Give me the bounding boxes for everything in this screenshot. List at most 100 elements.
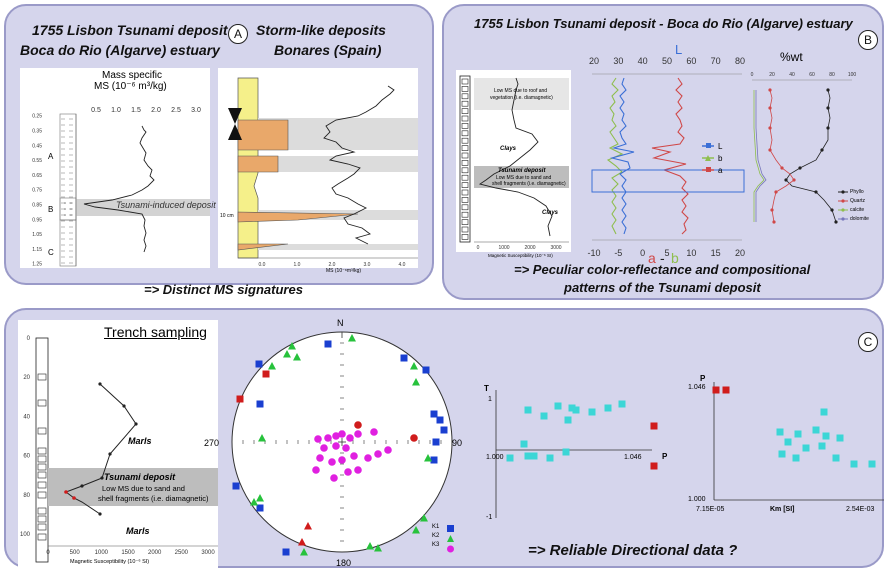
k2-point — [293, 353, 301, 361]
trench-depth-tick: 100 — [20, 532, 31, 538]
wt-tick-label: 40 — [789, 72, 795, 78]
k1-point — [430, 456, 438, 464]
k2-point-red — [304, 522, 312, 530]
stereonet-south: 180 — [336, 558, 352, 568]
sample-marker — [461, 137, 469, 144]
panel-a-badge: A — [228, 24, 248, 44]
roof-band — [474, 78, 569, 110]
trench-ms-tick: 2000 — [148, 550, 162, 556]
panel-c: C Trench sampling 0 20 40 60 80 100 0 500 1000 1… — [4, 308, 884, 568]
trench-sample-marker — [37, 523, 47, 531]
lithology-column-b — [59, 197, 77, 221]
tp-point — [530, 452, 538, 460]
ms-tick-label: 0.5 — [91, 107, 101, 114]
trench-sample-marker — [37, 455, 47, 463]
panel-c-badge: C — [858, 332, 878, 352]
panel-b-tsunami-note-2: shell fragments (i.e. diamagnetic) — [492, 181, 566, 187]
k3-point-red — [410, 434, 418, 442]
p-km-plot — [712, 382, 884, 501]
stereonet-north: N — [337, 318, 344, 328]
tsunami-band-b — [474, 166, 569, 188]
pk-point — [818, 442, 826, 450]
panel-a-conclusion: => Distinct MS signatures — [144, 282, 303, 297]
storm-tick-label: 4.0 — [399, 262, 406, 268]
composition-plot: 0 20 40 60 80 100 — [751, 72, 856, 224]
trench-ms-axis-label: Magnetic Susceptibility (10⁻⁶ SI) — [70, 559, 150, 565]
tp-point — [520, 440, 528, 448]
sample-marker — [461, 204, 469, 211]
k2-point — [300, 548, 308, 556]
k2-point — [374, 544, 382, 552]
stereonet-west: 270 — [204, 438, 220, 448]
sample-marker — [461, 174, 469, 181]
sample-marker — [461, 182, 469, 188]
t-p-plot — [495, 390, 658, 518]
unit-label-b: B — [48, 205, 54, 214]
scale-label-10cm: 10 cm — [220, 213, 234, 219]
k2-point — [256, 494, 264, 502]
storm-tick-label: 0.0 — [259, 262, 266, 268]
wt-tick-label: 20 — [769, 72, 775, 78]
k1-point — [400, 354, 408, 362]
storm-tick-label: 3.0 — [364, 262, 371, 268]
trench-ms-tick: 3000 — [201, 550, 215, 556]
k3-point — [330, 474, 338, 482]
sample-marker — [461, 234, 469, 240]
L-tick-label: 20 — [589, 56, 599, 66]
k3-point — [354, 430, 362, 438]
ms-tick-label: 1.5 — [131, 107, 141, 114]
tp-y-top: 1 — [488, 396, 492, 403]
lithology-column-c — [59, 219, 77, 267]
panel-b-ms-tick: 2000 — [524, 245, 535, 251]
pk-point-red — [722, 386, 730, 394]
depth-tick-label: 1.15 — [32, 247, 42, 253]
trench-sample-marker — [37, 471, 47, 479]
reflectance-legend — [702, 143, 714, 172]
pk-y-bottom: 1.000 — [688, 496, 706, 503]
panel-c-conclusion: => Reliable Directional data ? — [528, 542, 738, 559]
sample-marker — [461, 145, 469, 151]
trench-sample-marker — [37, 447, 47, 455]
pk-point-red — [712, 386, 720, 394]
tp-x-right: 1.046 — [624, 454, 642, 461]
legend-dolomite: dolomite — [850, 216, 869, 222]
tp-point — [618, 400, 626, 408]
sample-marker — [461, 152, 469, 159]
stereonet-legend — [447, 525, 454, 553]
panel-a-title-left-1: 1755 Lisbon Tsunami deposit — [32, 22, 228, 38]
pk-x-right: 2.54E-03 — [846, 506, 875, 513]
dolomite-curve — [755, 90, 767, 222]
pk-point — [836, 434, 844, 442]
sample-marker — [461, 219, 469, 225]
b-label: b — [671, 250, 679, 266]
k3-point — [338, 430, 346, 438]
sample-marker — [461, 100, 469, 107]
panel-b-conclusion-1: => Peculiar color-reflectance and compos… — [514, 262, 811, 277]
k3-point — [350, 452, 358, 460]
ab-dash: - — [660, 250, 665, 266]
pk-point — [802, 444, 810, 452]
ms-tick-label: 3.0 — [191, 107, 201, 114]
k2-point — [410, 362, 418, 370]
trench-tsunami-label: Tsunami deposit — [104, 472, 176, 482]
depth-tick-label: 0.45 — [32, 143, 42, 149]
unit-label-a: A — [48, 152, 54, 161]
tp-x-label: P — [662, 452, 668, 461]
storm-axis-label: MS (10⁻⁸m³/kg) — [326, 268, 362, 274]
trench-ms-plot: 0 20 40 60 80 100 0 500 1000 1500 2000 2500 3000 — [20, 336, 218, 563]
panel-b: 1755 Lisbon Tsunami deposit - Boca do Ri… — [442, 4, 884, 300]
bonares-ms-curve — [323, 85, 395, 245]
legend-quartz: Quartz — [850, 198, 866, 204]
legend-k3: K3 — [432, 542, 440, 548]
tp-point-red — [650, 422, 658, 430]
panel-b-ms-note-1: Low MS due to roof and — [494, 88, 548, 94]
ab-tick-label: 20 — [735, 248, 745, 258]
storm-tick-label: 1.0 — [294, 262, 301, 268]
L-tick-label: 60 — [686, 56, 696, 66]
marls-label-2: Marls — [126, 526, 150, 536]
stereonet — [231, 331, 453, 556]
k3-point — [320, 444, 328, 452]
k3-point — [364, 454, 372, 462]
k2-point — [348, 334, 356, 342]
k2-point-red — [298, 538, 306, 546]
